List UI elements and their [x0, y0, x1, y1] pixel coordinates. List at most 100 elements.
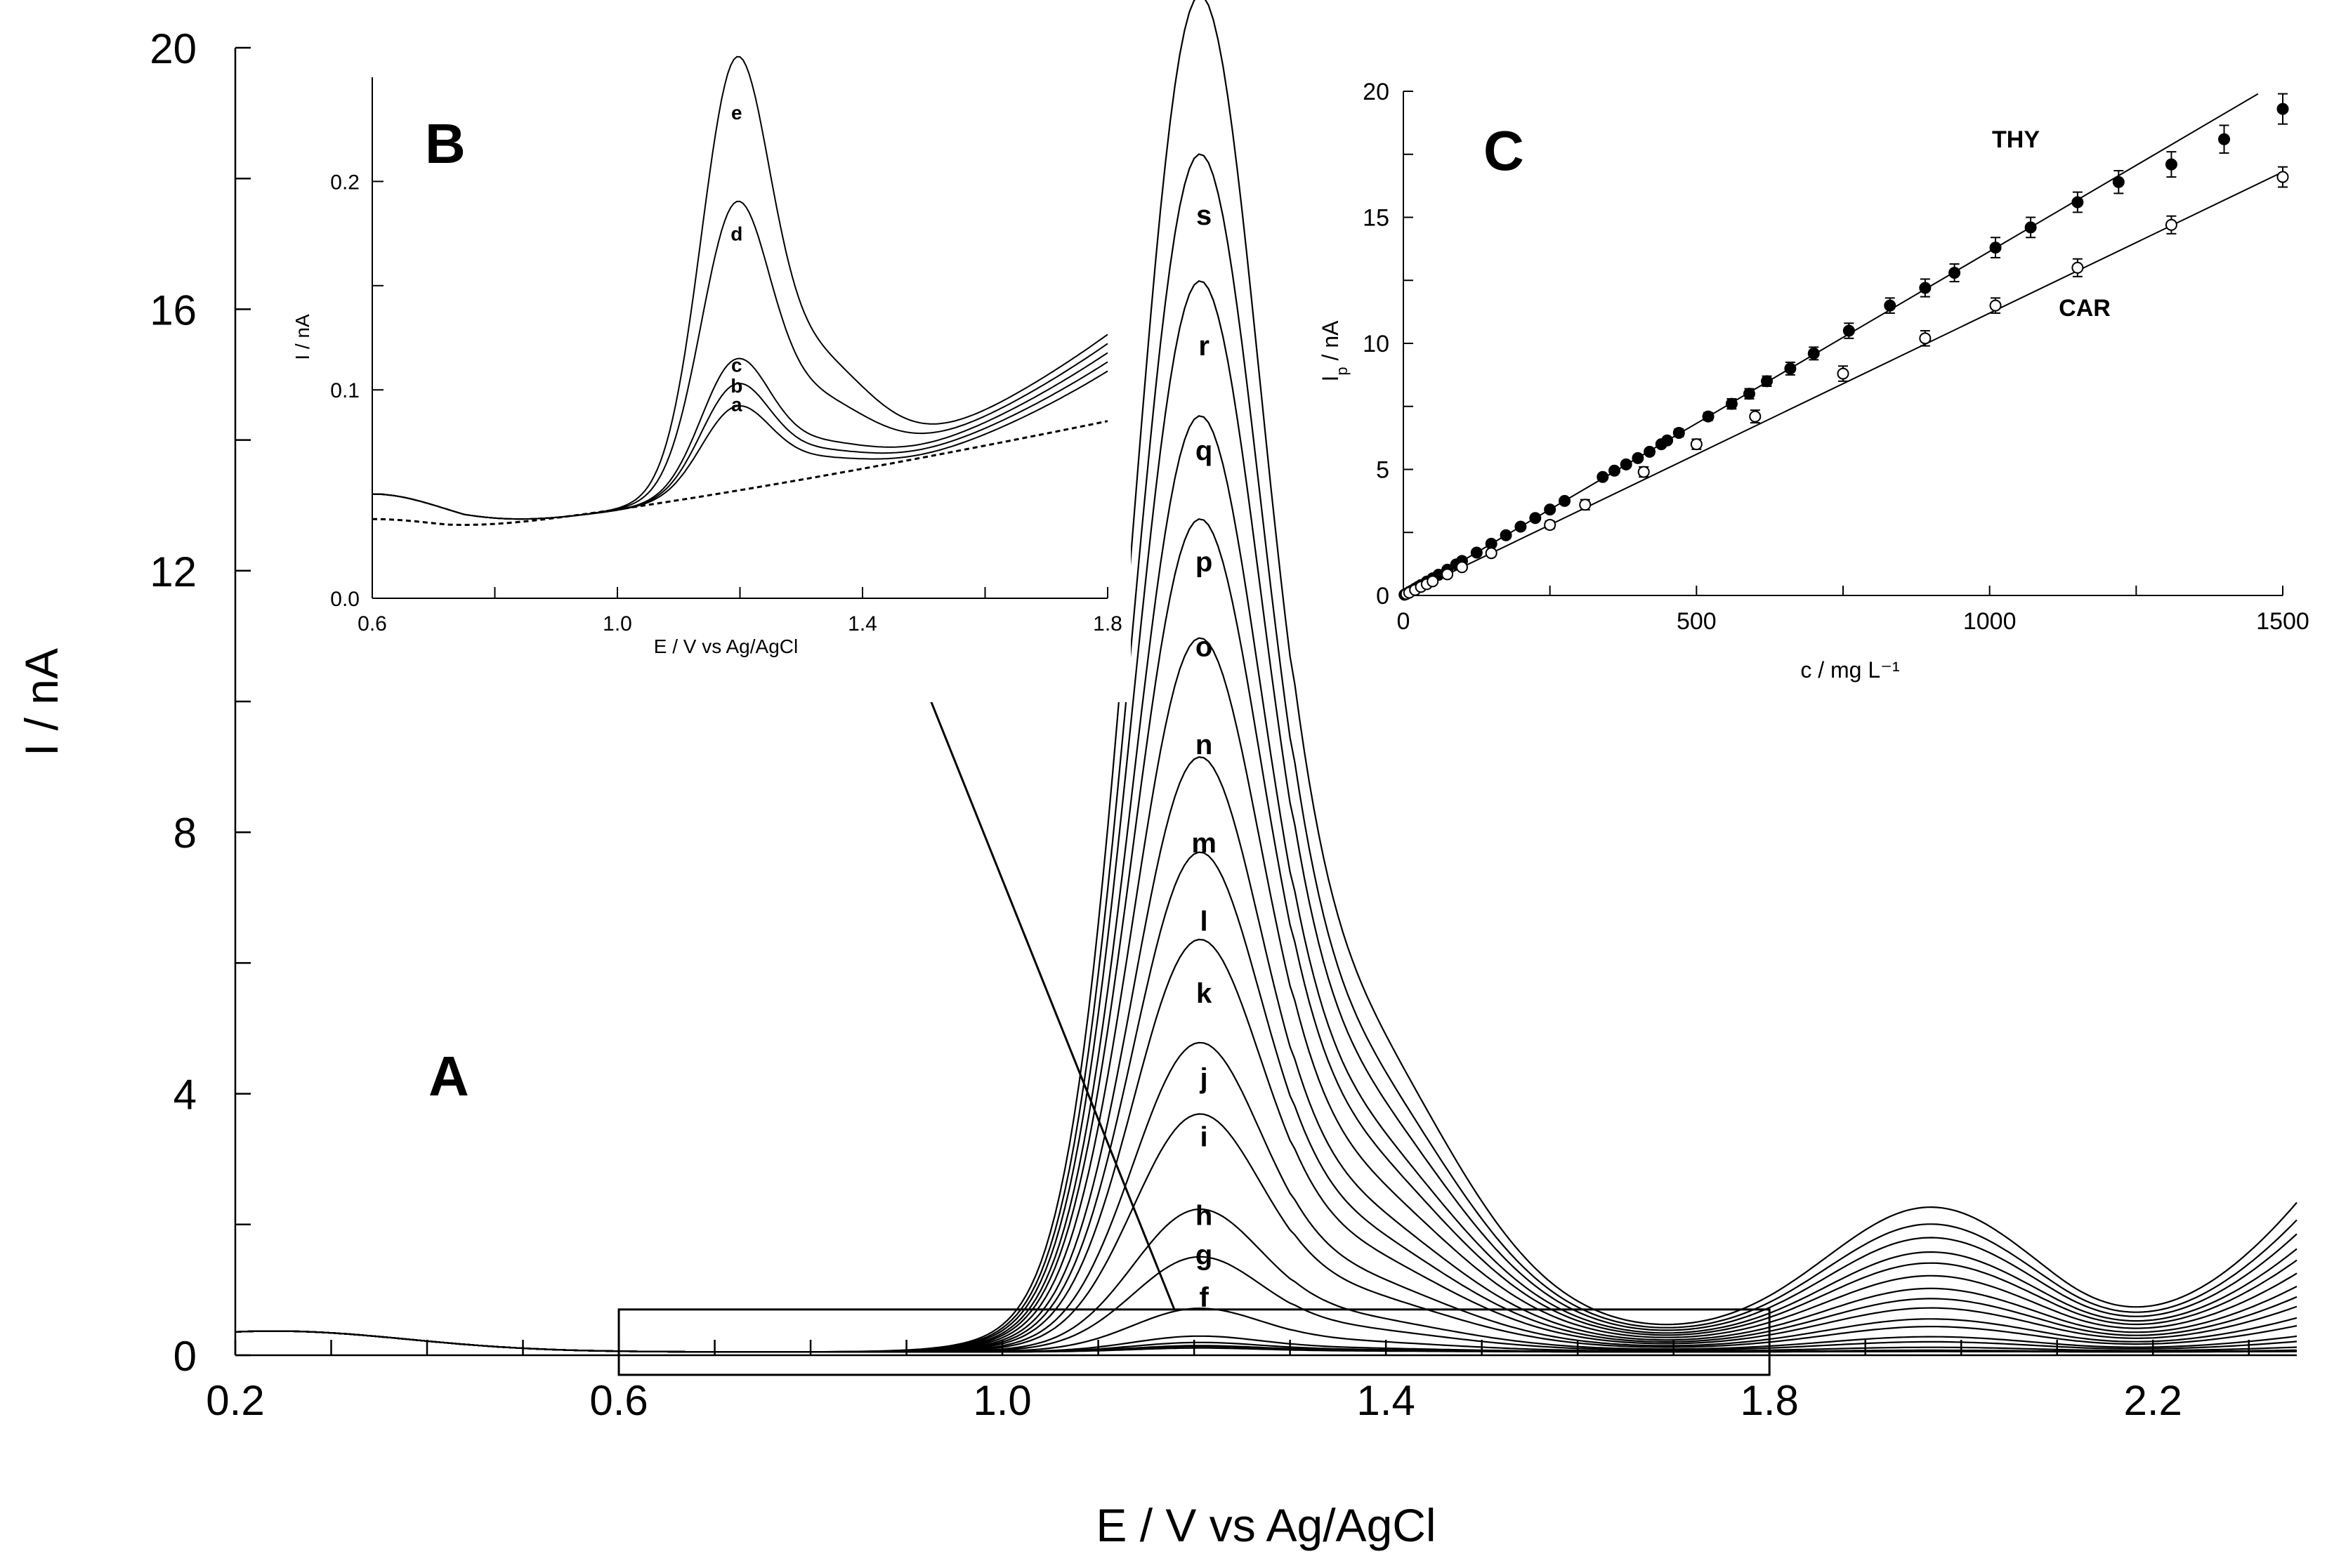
curve-a-l — [235, 851, 2297, 1353]
curve-label-a: o — [1195, 631, 1212, 662]
panel-c-inset-chart: 0 5 10 15 20 0 500 1000 1500 c / mg L⁻¹ Ip / nA C TH… — [1306, 67, 2325, 702]
series-label-thy: THY — [1992, 126, 2040, 153]
panel-a-chart: 0 4 8 12 16 20 0.2 0.6 1.0 1.4 1.8 2.2 E / V vs Ag/A… — [15, 0, 2297, 1551]
y-tick-label-c: 0 — [1376, 583, 1389, 610]
data-point-thy — [2165, 158, 2177, 171]
data-point-thy — [1884, 299, 1896, 312]
curve-label-b: b — [730, 375, 742, 397]
data-point-thy — [1672, 426, 1685, 439]
data-point-thy — [2071, 196, 2084, 209]
curve-label-a: r — [1198, 331, 1210, 362]
x-tick-label-a: 1.4 — [1356, 1377, 1415, 1424]
x-tick-label-c: 0 — [1397, 608, 1410, 635]
data-point-car — [1455, 561, 1468, 574]
data-point-car — [1919, 332, 1932, 345]
curve-label-a: q — [1195, 435, 1212, 466]
data-point-thy — [2112, 176, 2125, 188]
x-tick-label-b: 1.4 — [848, 612, 877, 635]
curve-label-a: i — [1200, 1122, 1208, 1153]
y-tick-label-c: 15 — [1363, 205, 1389, 232]
y-axis-title-c: Ip / nA — [1318, 320, 1351, 382]
x-tick-label-c: 500 — [1677, 608, 1717, 635]
y-tick-label-b: 0.2 — [330, 171, 360, 194]
curve-b-e — [372, 55, 1108, 520]
y-tick-label-a: 0 — [173, 1333, 197, 1380]
data-point-thy — [1760, 375, 1773, 388]
x-tick-label-a: 1.0 — [973, 1377, 1031, 1424]
data-point-thy — [1948, 266, 1961, 279]
y-tick-label-a: 20 — [150, 25, 197, 72]
y-tick-label-c: 10 — [1363, 331, 1389, 357]
curve-label-b: a — [731, 394, 742, 416]
curve-label-a: s — [1196, 200, 1212, 231]
inset-b-background — [267, 42, 1131, 702]
x-tick-label-a: 1.8 — [1740, 1377, 1798, 1424]
x-axis-title-b: E / V vs Ag/AgCl — [654, 635, 798, 657]
curve-a-m — [235, 756, 2297, 1353]
y-tick-label-b: 0.0 — [330, 588, 360, 611]
series-label-car: CAR — [2059, 295, 2111, 322]
panel-label-c: C — [1483, 119, 1524, 182]
panel-label-b: B — [425, 112, 466, 175]
y-axis-title-a: I / nA — [15, 648, 67, 756]
x-tick-label-b: 1.0 — [603, 612, 632, 635]
data-point-car — [1837, 367, 1849, 380]
curve-label-a: h — [1195, 1200, 1212, 1231]
data-point-thy — [1807, 347, 1820, 360]
data-point-thy — [1514, 520, 1527, 533]
data-point-car — [1427, 575, 1439, 588]
x-tick-label-b: 1.8 — [1093, 612, 1122, 635]
data-point-car — [1749, 410, 1762, 423]
y-tick-label-a: 4 — [173, 1072, 197, 1119]
y-tick-label-a: 8 — [173, 810, 197, 857]
curve-label-a: p — [1195, 546, 1212, 577]
data-point-thy — [1842, 324, 1855, 337]
data-point-car — [1637, 466, 1650, 478]
curve-b-blank — [372, 420, 1108, 526]
x-tick-label-a: 0.6 — [589, 1377, 648, 1424]
curve-label-a: f — [1199, 1282, 1209, 1313]
curve-label-b: c — [731, 354, 742, 376]
data-point-car — [1690, 438, 1703, 451]
data-point-thy — [1470, 546, 1483, 559]
data-point-thy — [1608, 464, 1620, 477]
y-axis-title-c-tail: / nA — [1318, 320, 1343, 367]
data-point-thy — [1529, 512, 1542, 525]
data-point-thy — [1784, 362, 1797, 375]
curve-label-a: g — [1195, 1239, 1212, 1270]
data-point-thy — [1632, 452, 1644, 464]
data-point-thy — [2276, 103, 2289, 115]
data-point-car — [1579, 499, 1592, 511]
data-point-car — [2276, 171, 2289, 183]
y-tick-label-a: 12 — [150, 548, 197, 595]
data-point-thy — [1661, 434, 1674, 447]
y-tick-label-a: 16 — [150, 286, 197, 334]
data-point-car — [1989, 299, 2002, 312]
inset-c-background — [1306, 67, 2325, 702]
data-point-car — [1441, 568, 1454, 581]
data-point-thy — [2024, 221, 2037, 234]
curve-a-h — [235, 1208, 2297, 1353]
y-tick-label-b: 0.1 — [330, 379, 360, 402]
data-point-thy — [1725, 397, 1738, 410]
curve-a-g — [235, 1256, 2297, 1353]
y-axis-title-b: I / nA — [291, 314, 313, 360]
data-point-car — [2071, 261, 2084, 274]
curve-label-a: k — [1196, 978, 1212, 1009]
x-tick-label-b: 0.6 — [358, 612, 387, 635]
curve-label-b: d — [730, 223, 742, 244]
y-tick-label-c: 5 — [1376, 457, 1389, 484]
panel-label-a: A — [428, 1045, 469, 1107]
x-tick-label-c: 1000 — [1963, 608, 2017, 635]
data-point-thy — [1743, 388, 1755, 400]
data-point-thy — [1597, 470, 1609, 483]
data-point-thy — [1500, 529, 1512, 541]
panel-b-inset-chart: 0.0 0.1 0.2 0.6 1.0 1.4 1.8 E / V vs Ag/AgCl I /… — [267, 42, 1131, 702]
curve-a-i — [235, 1113, 2297, 1353]
curve-label-a: l — [1200, 906, 1208, 937]
data-point-thy — [1544, 503, 1556, 516]
curve-a-n — [235, 637, 2297, 1353]
curve-label-a: m — [1191, 828, 1217, 859]
data-point-thy — [1620, 458, 1632, 470]
